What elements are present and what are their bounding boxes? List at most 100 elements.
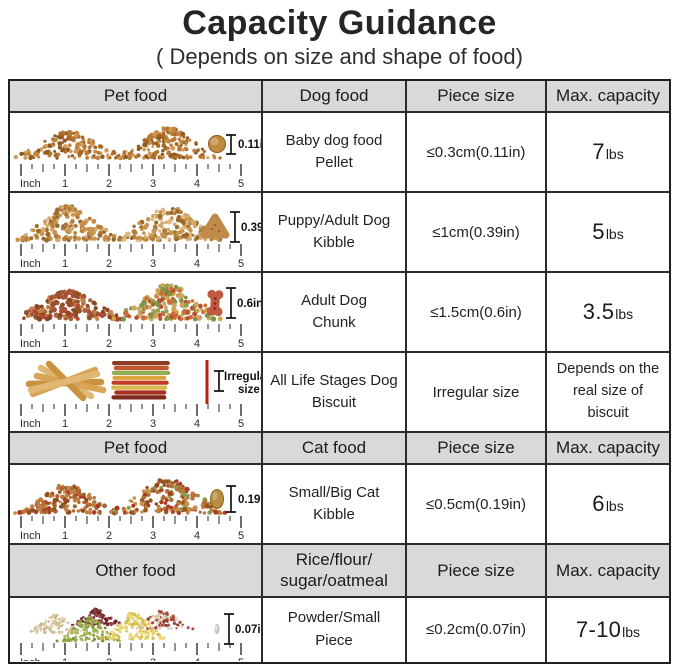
food-size-illustration: 0.19in Inch 1 2 3 4 5 [12, 478, 261, 541]
svg-text:4: 4 [193, 418, 199, 430]
svg-text:5: 5 [237, 258, 243, 270]
svg-text:2: 2 [105, 178, 111, 190]
capacity-unit: lbs [605, 498, 624, 515]
capacity-note-line: Depends on the [556, 361, 660, 378]
header-cell-pet-food: Pet food [10, 433, 261, 464]
svg-text:size: size [238, 384, 260, 396]
capacity-unit: lbs [622, 623, 641, 640]
food-type-cell: All Life Stages Dog Biscuit [261, 353, 405, 432]
food-image-cell: 0.39in Inch 1 2 3 4 5 [10, 193, 261, 271]
max-capacity-cell: 5 lbs [545, 193, 669, 272]
food-type-cell: Powder/Small Piece [261, 597, 405, 662]
svg-text:5: 5 [237, 530, 243, 541]
food-size-illustration: 0.6in Inch 1 2 3 4 5 [20, 283, 261, 349]
capacity-unit: lbs [605, 146, 624, 163]
svg-text:0.07in: 0.07in [235, 624, 261, 636]
max-capacity-cell: Depends on the real size of biscuit [545, 353, 669, 432]
svg-text:4: 4 [193, 178, 199, 190]
header-label: Max. capacity [556, 86, 660, 106]
svg-text:3: 3 [149, 418, 155, 430]
svg-text:0.11in: 0.11in [238, 139, 261, 151]
table-row-baby-dog-food-pellet: 0.11in Inch 1 2 3 4 5 Baby dog food Pellet ≤0.3cm… [10, 111, 669, 192]
piece-size-cell: Irregular size [405, 353, 545, 432]
svg-text:Inch: Inch [20, 178, 41, 190]
food-type-line: Powder/Small Piece [287, 609, 381, 649]
svg-text:1: 1 [61, 530, 67, 541]
header-label: Piece size [437, 560, 515, 580]
food-type-line: Pellet [315, 154, 353, 172]
svg-text:1: 1 [61, 178, 67, 190]
svg-text:Inch: Inch [20, 418, 41, 430]
header-cell-piece-size: Piece size [405, 433, 545, 464]
food-type-cell: Small/Big Cat Kibble [261, 465, 405, 544]
piece-size-value: ≤0.2cm(0.07in) [426, 621, 526, 639]
food-type-line: Kibble [313, 234, 355, 252]
header-cell-other-food: Other food [10, 545, 261, 596]
svg-text:1: 1 [61, 418, 67, 430]
svg-text:5: 5 [237, 657, 243, 661]
capacity-value: 7-10 lbs [576, 617, 640, 643]
header-cell-max-capacity: Max. capacity [545, 433, 669, 464]
capacity-value: 5 lbs [592, 219, 623, 245]
food-size-illustration: 0.11in Inch 1 2 3 4 5 [13, 126, 261, 190]
header-row-section-2: Pet food Cat food Piece size Max. capacity [10, 431, 669, 464]
capacity-number: 7 [592, 139, 605, 165]
table-row-powder-small-piece: 0.07in Inch 1 2 3 4 5 Powder/Small Piece ≤0.2cm(… [10, 595, 669, 662]
svg-text:4: 4 [193, 657, 199, 661]
capacity-number: 7-10 [575, 616, 622, 642]
food-image-cell: 0.6in Inch 1 2 3 4 5 [10, 273, 261, 351]
piece-size-cell: ≤0.3cm(0.11in) [405, 113, 545, 192]
capacity-number: 3.5 [582, 299, 615, 325]
food-type-cell: Adult Dog Chunk [261, 273, 405, 352]
svg-text:2: 2 [105, 338, 111, 349]
header-row-section-1: Pet food Dog food Piece size Max. capacity [10, 81, 669, 112]
svg-text:2: 2 [105, 258, 111, 270]
svg-text:3: 3 [149, 657, 155, 661]
page-subtitle: ( Depends on size and shape of food) [156, 44, 523, 70]
piece-size-value: ≤1cm(0.39in) [432, 223, 520, 241]
food-size-illustration: 0.39in Inch 1 2 3 4 5 [14, 204, 261, 270]
food-image-cell: 0.19in Inch 1 2 3 4 5 [10, 465, 261, 543]
food-image-cell: 0.07in Inch 1 2 3 4 5 [10, 598, 261, 662]
piece-size-value: Irregular size [432, 383, 520, 401]
svg-text:Inch: Inch [20, 258, 41, 270]
capacity-unit: lbs [605, 226, 624, 243]
svg-text:3: 3 [149, 530, 155, 541]
header-cell-rice-flour-sugar-oatmeal: Rice/flour/sugar/oatmeal [261, 545, 405, 596]
table-row-puppy-adult-dog-kibble: 0.39in Inch 1 2 3 4 5 Puppy/Adult Dog Kibble ≤1cm… [10, 191, 669, 272]
svg-text:Inch: Inch [20, 657, 41, 661]
header-cell-piece-size: Piece size [405, 545, 545, 596]
svg-text:Inch: Inch [20, 530, 41, 541]
capacity-number: 5 [592, 219, 605, 245]
svg-text:0.39in: 0.39in [241, 222, 261, 234]
header-cell-cat-food: Cat food [261, 433, 405, 464]
svg-text:4: 4 [193, 258, 199, 270]
food-type-line: Chunk [312, 314, 356, 332]
piece-size-cell: ≤1cm(0.39in) [405, 193, 545, 272]
piece-size-value: ≤0.3cm(0.11in) [426, 143, 526, 161]
capacity-value: 7 lbs [592, 139, 623, 165]
capacity-value: 3.5 lbs [583, 299, 633, 325]
svg-text:2: 2 [105, 418, 111, 430]
svg-text:2: 2 [105, 530, 111, 541]
svg-text:3: 3 [149, 258, 155, 270]
capacity-value: 6 lbs [592, 491, 623, 517]
max-capacity-cell: 3.5 lbs [545, 273, 669, 352]
max-capacity-cell: 7-10 lbs [545, 597, 669, 662]
food-type-line: Kibble [313, 506, 355, 524]
food-type-line: Biscuit [311, 394, 357, 412]
header-label: sugar/oatmeal [280, 571, 388, 591]
svg-text:3: 3 [149, 338, 155, 349]
svg-text:Inch: Inch [20, 338, 41, 349]
piece-size-value: ≤0.5cm(0.19in) [426, 495, 526, 513]
food-type-line: Puppy/Adult Dog [277, 211, 391, 229]
svg-text:5: 5 [237, 418, 243, 430]
food-type-cell: Baby dog food Pellet [261, 113, 405, 192]
header-label: Piece size [437, 86, 515, 106]
capacity-table: Pet food Dog food Piece size Max. capacity 0… [8, 79, 671, 664]
piece-size-cell: ≤0.2cm(0.07in) [405, 597, 545, 662]
food-size-illustration: 0.07in Inch 1 2 3 4 5 [20, 607, 261, 661]
